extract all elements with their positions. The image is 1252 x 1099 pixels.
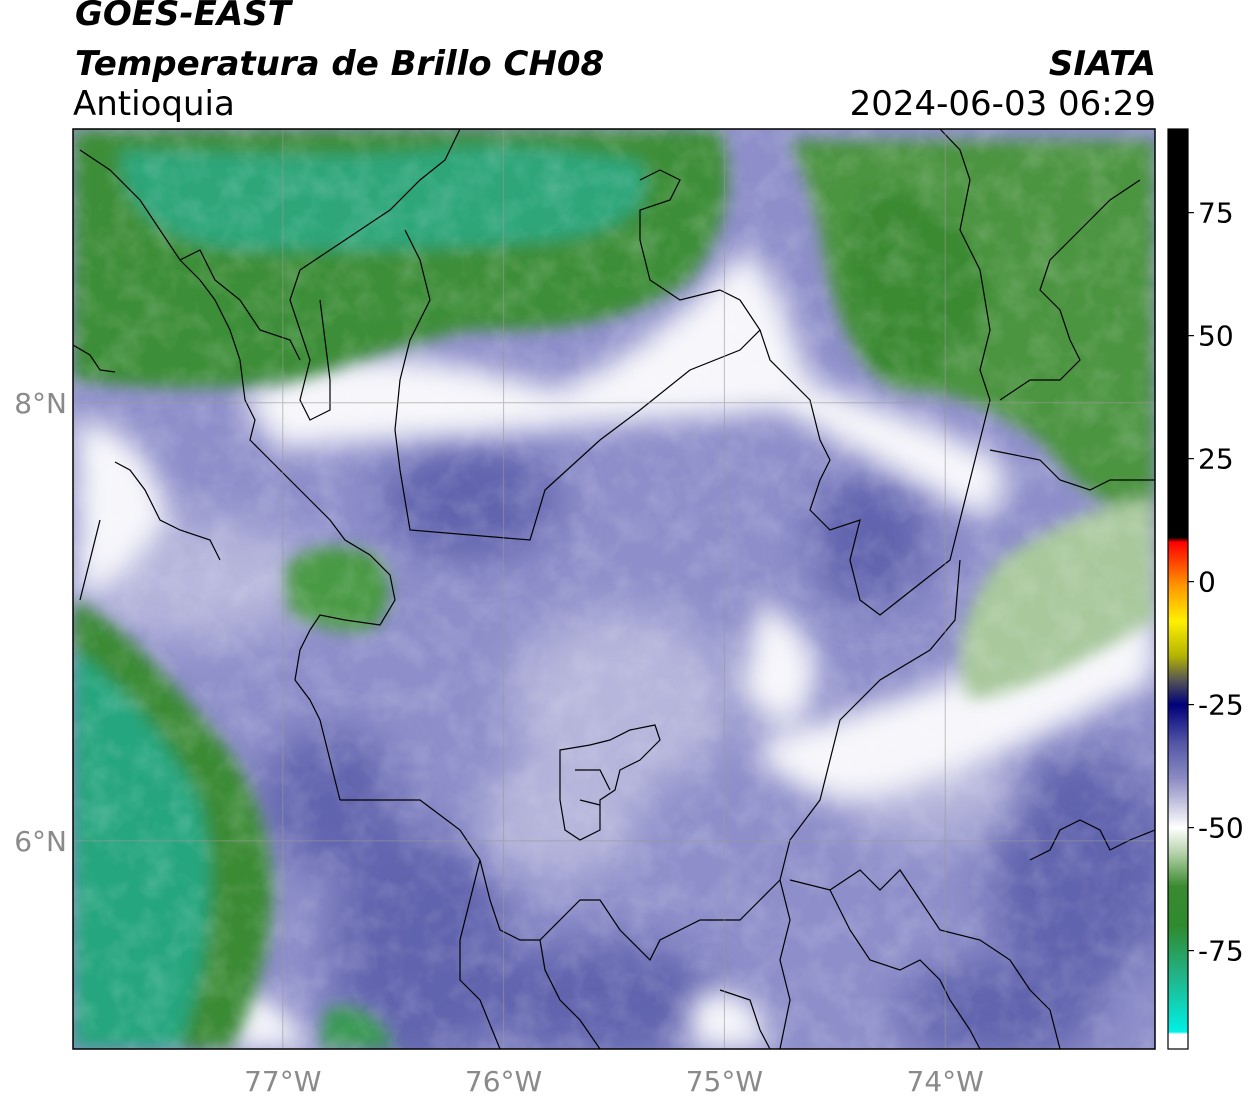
longitude-axis: 77°W 76°W 75°W 74°W <box>244 1065 984 1098</box>
colorbar-tick-label: -75 <box>1198 935 1244 968</box>
timestamp-label: 2024-06-03 06:29 <box>849 84 1156 124</box>
agency-label: SIATA <box>1048 44 1156 84</box>
graticule <box>73 129 1155 1049</box>
brightness-temperature-field <box>73 129 1155 1049</box>
longitude-tick-label: 77°W <box>244 1065 321 1098</box>
colorbar-scale <box>1167 128 1189 1050</box>
colorbar: 75 50 25 0 -25 -50 -75 <box>1167 128 1244 1050</box>
colorbar-tick-label: -50 <box>1198 812 1244 845</box>
colorbar-tick-label: -25 <box>1198 689 1244 722</box>
colorbar-tick-label: 75 <box>1198 197 1234 230</box>
longitude-tick-label: 76°W <box>465 1065 542 1098</box>
latitude-axis: 8°N 6°N <box>14 387 67 858</box>
latitude-tick-label: 8°N <box>14 387 67 420</box>
product-title: Temperatura de Brillo CH08 <box>75 44 605 84</box>
region-label: Antioquia <box>73 84 235 124</box>
map-frame <box>72 128 1156 1050</box>
political-boundaries <box>73 129 1155 1049</box>
colorbar-tick-label: 50 <box>1198 320 1234 353</box>
satellite-title: GOES-EAST <box>75 0 291 34</box>
colorbar-tick-label: 0 <box>1198 566 1216 599</box>
colorbar-tick-label: 25 <box>1198 443 1234 476</box>
longitude-tick-label: 74°W <box>907 1065 984 1098</box>
longitude-tick-label: 75°W <box>686 1065 763 1098</box>
latitude-tick-label: 6°N <box>14 825 67 858</box>
